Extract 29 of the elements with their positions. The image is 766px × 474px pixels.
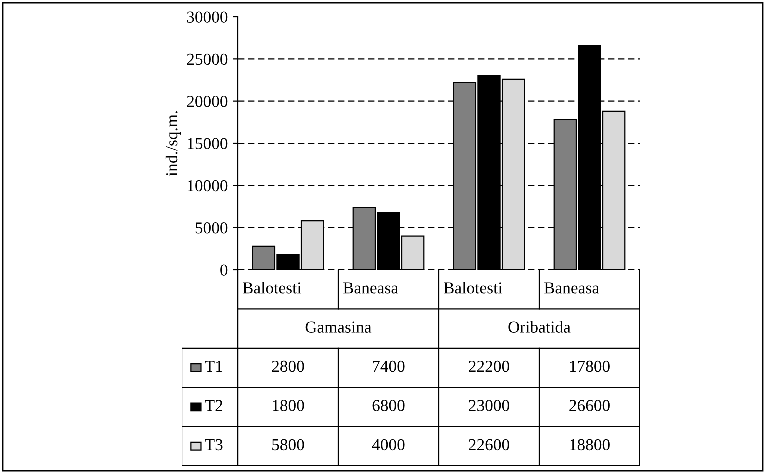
- text: Oribatida: [508, 321, 571, 333]
- x-tick-label: Baneasa: [544, 282, 600, 294]
- data-label: 7400: [373, 360, 405, 372]
- y-tick-label: 15000: [188, 138, 228, 150]
- legend-label: T1: [205, 361, 222, 372]
- x-tick-label: Balotesti: [444, 282, 503, 294]
- x-tick-label: Balotesti: [243, 282, 302, 294]
- data-label: 23000: [469, 400, 510, 412]
- y-tick-label: 30000: [187, 12, 228, 23]
- y-tick-label: 5000: [196, 222, 228, 234]
- data-label: 1800: [273, 400, 304, 412]
- y-tick-label: 20000: [187, 96, 228, 108]
- data-label: 18800: [570, 439, 610, 451]
- data-label: 22200: [469, 360, 510, 372]
- data-label: 26600: [570, 400, 610, 412]
- y-axis-title: ind./sq.m.: [166, 111, 182, 176]
- y-tick-label: 10000: [188, 180, 228, 192]
- data-label: 17800: [570, 360, 610, 372]
- text: Gamasina: [306, 322, 372, 333]
- data-label: 6800: [372, 400, 405, 412]
- data-label: 2800: [272, 360, 304, 372]
- legend-label: T3: [205, 439, 223, 451]
- legend-label: T2: [205, 400, 222, 412]
- data-label: 22600: [469, 439, 510, 451]
- y-tick-label: 0: [220, 264, 228, 276]
- x-tick-label: Baneasa: [344, 282, 398, 294]
- data-label: 4000: [372, 439, 405, 451]
- y-tick-label: 25000: [187, 54, 228, 66]
- data-label: 5800: [272, 439, 304, 451]
